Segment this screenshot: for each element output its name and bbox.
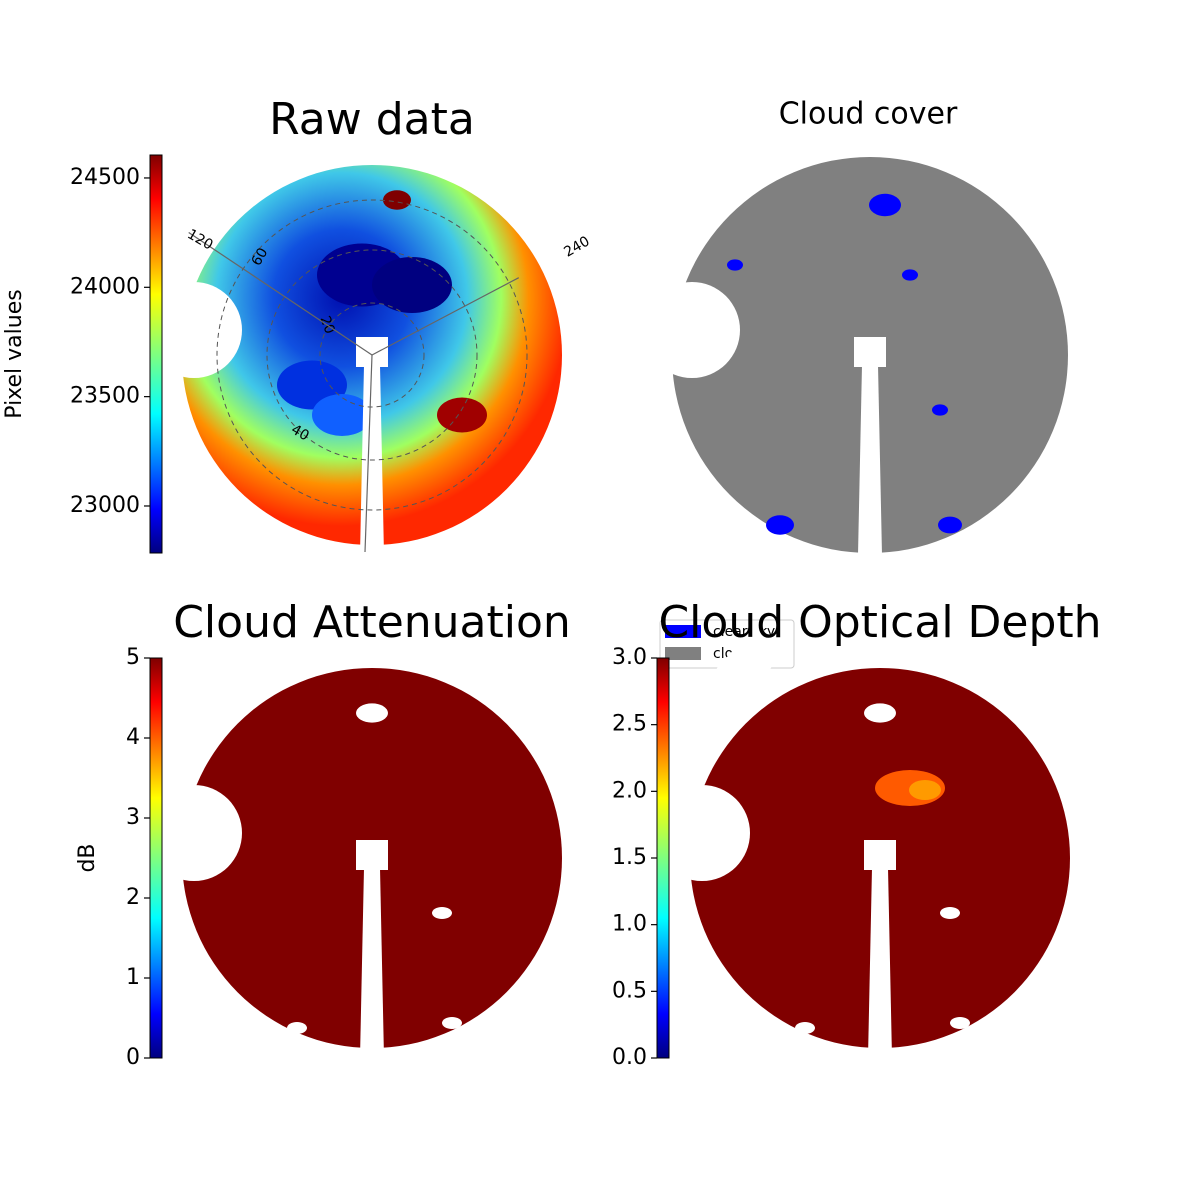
sky-gap <box>287 1022 307 1034</box>
sky-gap <box>442 1017 462 1029</box>
legend-swatch <box>665 625 701 638</box>
azimuth-tick-label: 120 <box>184 226 215 253</box>
sky-feature <box>909 780 941 800</box>
azimuth-line <box>364 354 373 553</box>
sky-mask <box>146 282 242 378</box>
sky-image <box>644 120 1068 555</box>
azimuth-line <box>188 231 373 356</box>
zenith-ring <box>319 302 425 408</box>
sky-image <box>146 120 562 555</box>
colorbar-tick-label: 24000 <box>70 274 140 299</box>
colorbar <box>149 154 163 554</box>
sky-mask <box>175 120 279 230</box>
sky-image <box>146 623 562 1058</box>
sky-mask <box>146 785 242 881</box>
colorbar-tick-label: 2.0 <box>612 778 647 803</box>
colorbar-tick-label: 4 <box>126 725 140 750</box>
colorbar-tick-label: 3 <box>126 805 140 830</box>
chart-title: Cloud Optical Depth <box>658 597 1101 648</box>
colorbar-tick-label: 24500 <box>70 165 140 190</box>
zenith-tick-label: 40 <box>288 422 311 445</box>
sky-mask <box>673 120 777 230</box>
colorbar-label: dB <box>75 843 100 872</box>
colorbar-label: Pixel values <box>2 289 27 418</box>
colorbar-tick-label: 1.0 <box>612 912 647 937</box>
azimuth-line <box>371 277 520 356</box>
sky-feature <box>932 404 948 416</box>
zenith-ring <box>266 249 478 461</box>
colorbar-tick-label: 5 <box>126 645 140 670</box>
sky-feature <box>766 515 794 535</box>
camera-arm <box>360 868 384 1058</box>
colorbar-tick-label: 0.5 <box>612 978 647 1003</box>
sky-gap <box>940 907 960 919</box>
sky-mask <box>683 623 787 733</box>
camera-arm <box>858 365 882 555</box>
chart-title: Cloud Attenuation <box>173 597 571 648</box>
colorbar-tick-label: 1 <box>126 965 140 990</box>
sky-gap <box>432 907 452 919</box>
sky-gap <box>795 1022 815 1034</box>
sky-feature <box>383 190 411 210</box>
legend-swatch <box>665 647 701 660</box>
colorbar-tick-label: 3.0 <box>612 645 647 670</box>
chart-title: Raw data <box>269 94 475 145</box>
sky-feature <box>437 397 487 433</box>
colorbar-tick-label: 23000 <box>70 493 140 518</box>
sky-gap <box>864 703 896 723</box>
camera-arm <box>854 337 886 367</box>
zenith-ring <box>216 199 528 511</box>
sky-image <box>654 623 1070 1058</box>
sky-mask <box>654 785 750 881</box>
camera-arm <box>356 840 388 870</box>
zenith-tick-label: 60 <box>249 245 272 268</box>
sky-feature <box>869 193 901 217</box>
sky-feature <box>902 269 918 281</box>
colorbar-tick-label: 1.5 <box>612 845 647 870</box>
sky-gap <box>356 703 388 723</box>
sky-gap <box>950 1017 970 1029</box>
sky-feature <box>372 257 452 313</box>
colorbar-tick-label: 2 <box>126 885 140 910</box>
colorbar-tick-label: 0 <box>126 1045 140 1070</box>
sky-feature <box>938 516 962 534</box>
polar-grid: 204060120240 <box>184 199 593 553</box>
sky-feature <box>312 394 372 436</box>
sky-feature <box>727 259 743 271</box>
camera-arm <box>868 868 892 1058</box>
camera-arm <box>864 840 896 870</box>
chart-title: Cloud cover <box>779 97 958 132</box>
colorbar-tick-label: 23500 <box>70 384 140 409</box>
colorbar <box>656 657 670 1059</box>
sky-mask <box>644 282 740 378</box>
colorbar-tick-label: 0.0 <box>612 1045 647 1070</box>
colorbar <box>149 657 163 1059</box>
azimuth-tick-label: 240 <box>561 233 592 260</box>
sky-mask <box>175 623 279 733</box>
colorbar-tick-label: 2.5 <box>612 712 647 737</box>
